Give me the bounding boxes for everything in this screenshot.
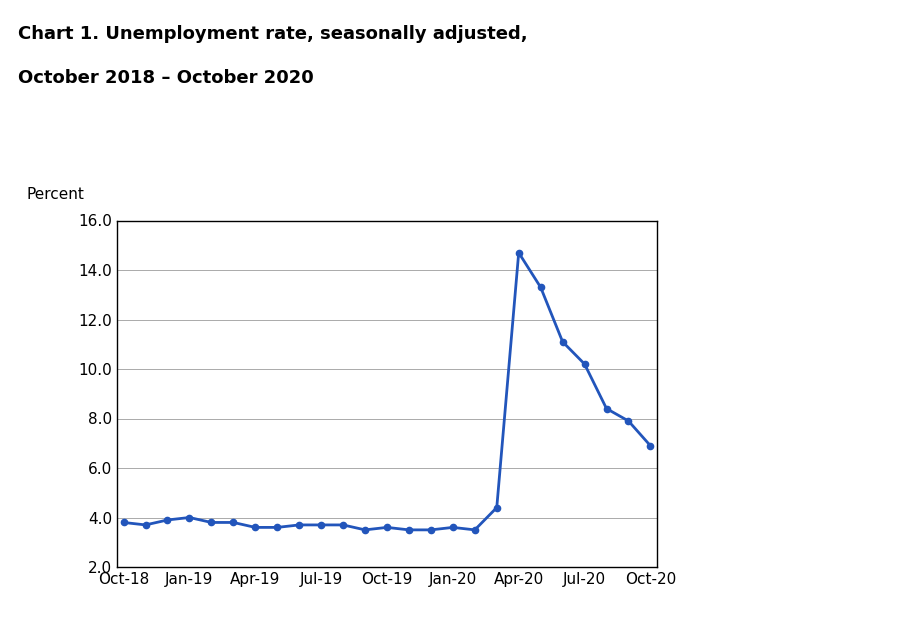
Text: Percent: Percent	[27, 186, 85, 202]
Text: October 2018 – October 2020: October 2018 – October 2020	[18, 69, 314, 88]
Text: Chart 1. Unemployment rate, seasonally adjusted,: Chart 1. Unemployment rate, seasonally a…	[18, 25, 527, 43]
